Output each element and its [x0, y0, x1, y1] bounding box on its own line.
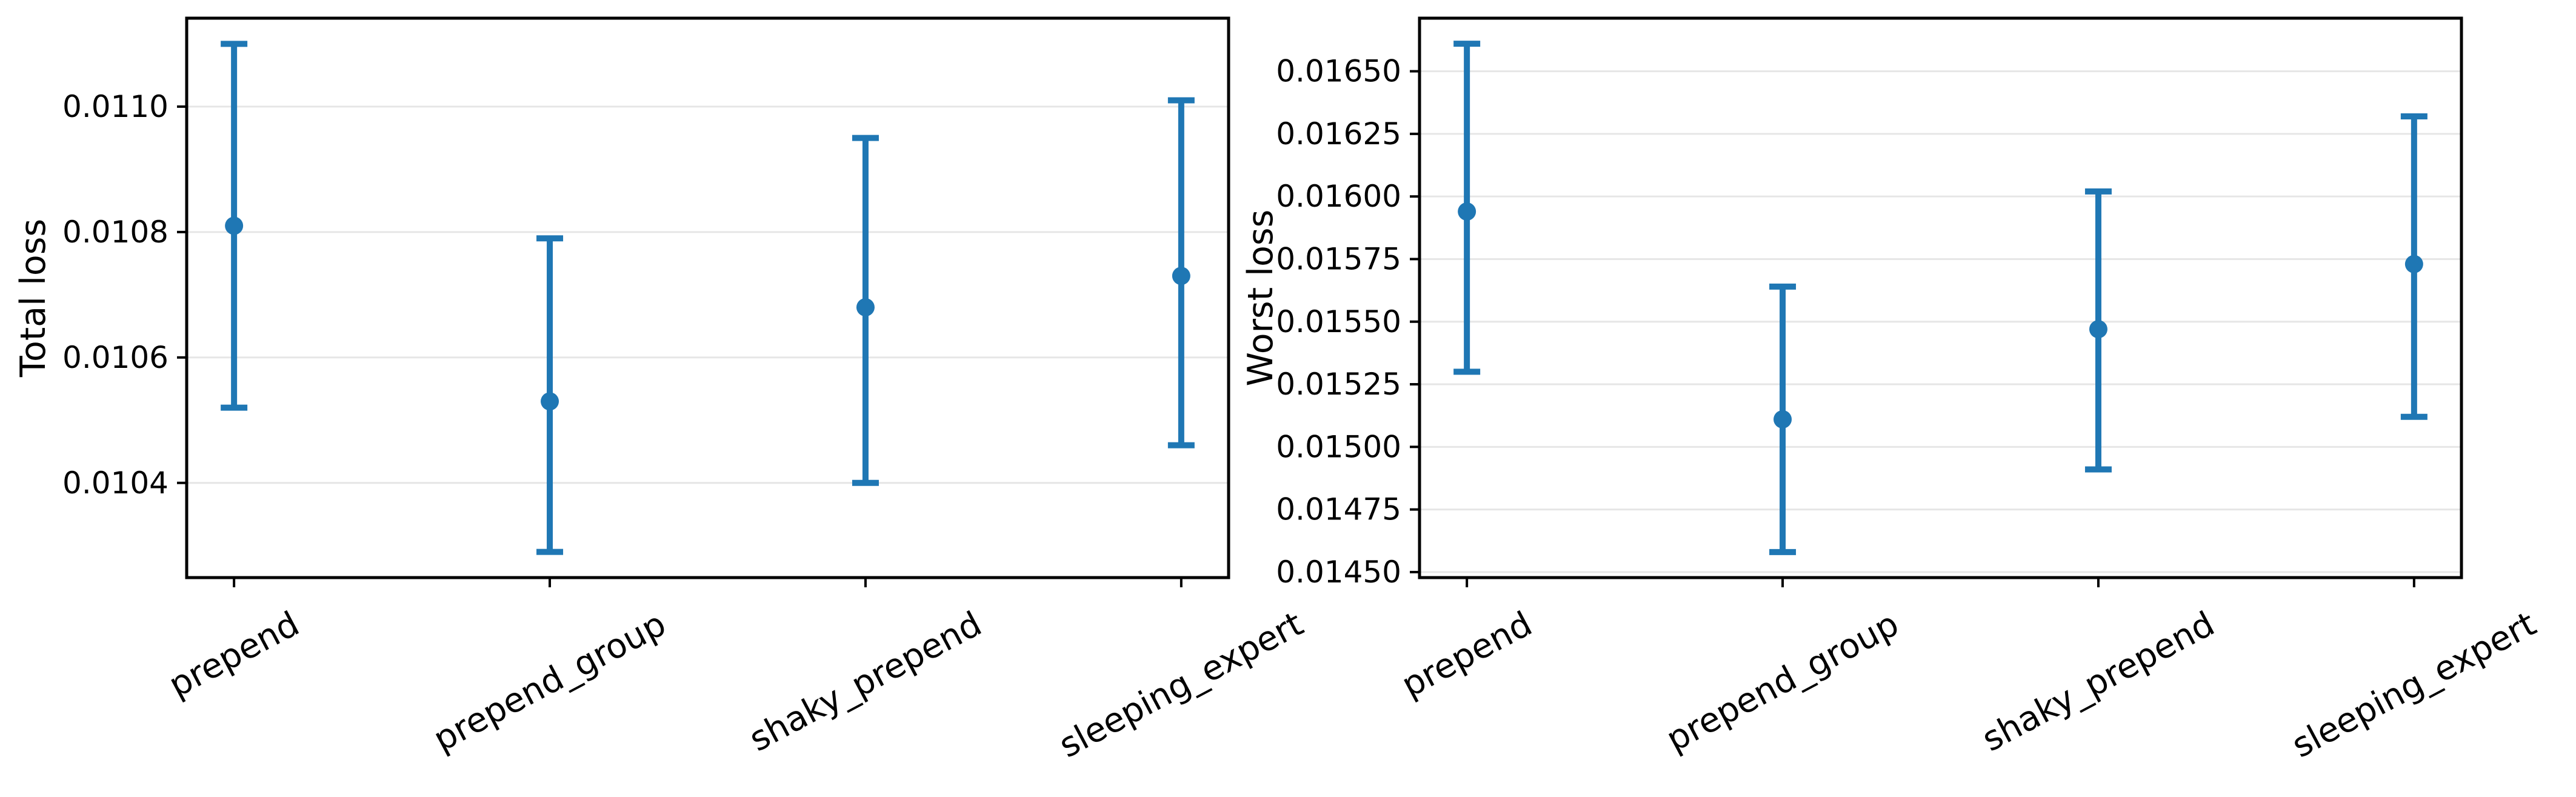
y-tick-label: 0.01575 — [1276, 241, 1401, 276]
y-tick-label: 0.01650 — [1276, 54, 1401, 89]
y-tick-label: 0.01550 — [1276, 304, 1401, 339]
mean-marker — [1172, 267, 1190, 285]
axes-spines — [185, 16, 1230, 579]
y-axis-label: Worst loss — [1241, 210, 1281, 387]
mean-marker — [541, 392, 559, 411]
x-category-label: sleeping_expert — [1053, 604, 1310, 765]
y-tick-label: 0.0110 — [62, 89, 169, 124]
y-tick-label: 0.0106 — [62, 340, 169, 375]
x-category-label: shaky_prepend — [743, 604, 988, 759]
x-category-label: sleeping_expert — [2286, 604, 2543, 765]
mean-marker — [856, 298, 875, 317]
y-tick-label: 0.01475 — [1276, 492, 1401, 527]
mean-marker — [1458, 202, 1477, 221]
mean-marker — [1774, 410, 1792, 429]
mean-marker — [225, 216, 244, 235]
y-tick-label: 0.01625 — [1276, 116, 1401, 152]
y-tick-label: 0.0108 — [62, 215, 169, 250]
total-loss-plot: 0.0104 0.0106 0.0108 0.0110 prepend prepend_g… — [13, 16, 1310, 765]
worst-loss-plot: 0.01450 0.01475 0.01500 0.01525 0.01550 0.015… — [1241, 16, 2543, 765]
y-tick-label: 0.01525 — [1276, 367, 1401, 402]
x-category-label: prepend — [162, 604, 305, 705]
x-category-label: shaky_prepend — [1976, 604, 2221, 759]
x-category-label: prepend_group — [1660, 604, 1905, 759]
y-tick-label: 0.0104 — [62, 465, 169, 501]
x-category-label: prepend — [1395, 604, 1538, 705]
mean-marker — [2089, 320, 2107, 339]
y-tick-label: 0.01600 — [1276, 179, 1401, 214]
y-tick-label: 0.01500 — [1276, 429, 1401, 464]
mean-marker — [2404, 255, 2423, 273]
y-tick-label: 0.01450 — [1276, 555, 1401, 590]
y-axis-label: Total loss — [13, 219, 53, 378]
axes-spines — [1418, 16, 2463, 579]
x-category-label: prepend_group — [427, 604, 672, 759]
